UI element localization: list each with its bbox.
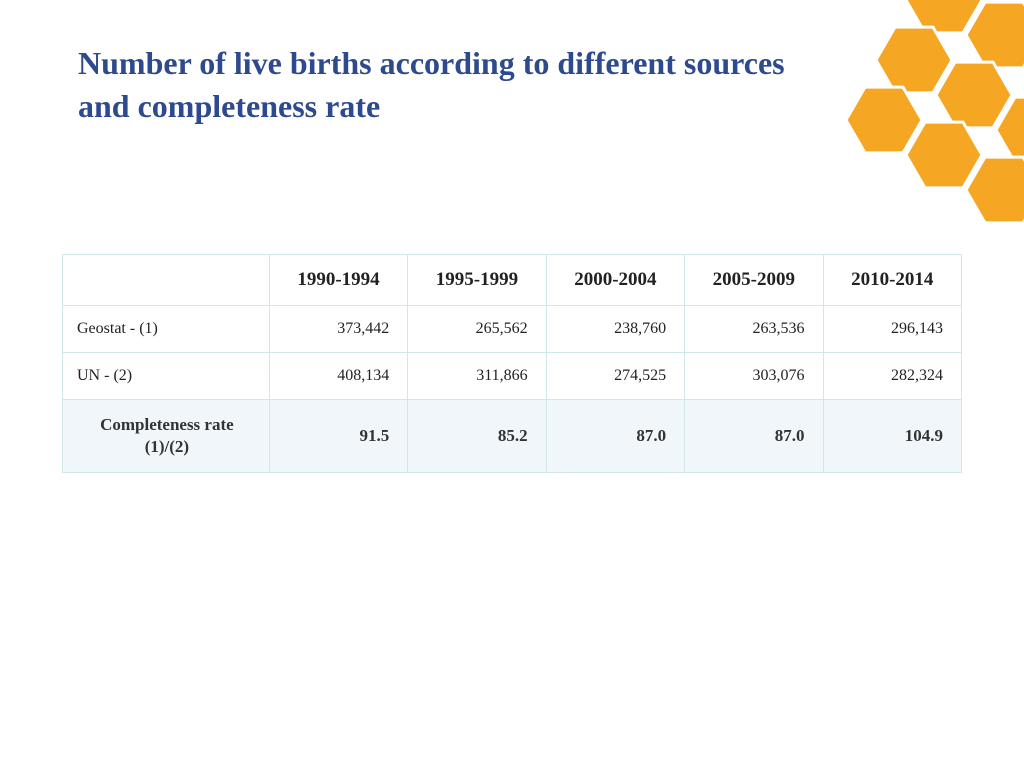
column-header: 1995-1999 xyxy=(408,255,546,306)
slide-title: Number of live births according to diffe… xyxy=(78,42,798,128)
row-label: UN - (2) xyxy=(63,353,270,400)
table-header-row: 1990-1994 1995-1999 2000-2004 2005-2009 … xyxy=(63,255,962,306)
data-cell: 282,324 xyxy=(823,353,961,400)
data-cell: 104.9 xyxy=(823,400,961,473)
data-cell: 311,866 xyxy=(408,353,546,400)
table-row: Geostat - (1)373,442265,562238,760263,53… xyxy=(63,306,962,353)
data-cell: 373,442 xyxy=(269,306,407,353)
data-cell: 91.5 xyxy=(269,400,407,473)
row-label: Completeness rate (1)/(2) xyxy=(63,400,270,473)
table-row: Completeness rate (1)/(2)91.585.287.087.… xyxy=(63,400,962,473)
row-label: Geostat - (1) xyxy=(63,306,270,353)
column-header: 2000-2004 xyxy=(546,255,684,306)
data-cell: 265,562 xyxy=(408,306,546,353)
data-cell: 87.0 xyxy=(546,400,684,473)
data-cell: 408,134 xyxy=(269,353,407,400)
table-corner-cell xyxy=(63,255,270,306)
column-header: 1990-1994 xyxy=(269,255,407,306)
data-cell: 303,076 xyxy=(685,353,823,400)
table-row: UN - (2)408,134311,866274,525303,076282,… xyxy=(63,353,962,400)
data-cell: 263,536 xyxy=(685,306,823,353)
data-cell: 87.0 xyxy=(685,400,823,473)
data-cell: 274,525 xyxy=(546,353,684,400)
data-cell: 296,143 xyxy=(823,306,961,353)
honeycomb-decoration xyxy=(794,0,1024,240)
column-header: 2010-2014 xyxy=(823,255,961,306)
data-cell: 85.2 xyxy=(408,400,546,473)
data-table-container: 1990-1994 1995-1999 2000-2004 2005-2009 … xyxy=(62,254,962,473)
column-header: 2005-2009 xyxy=(685,255,823,306)
data-table: 1990-1994 1995-1999 2000-2004 2005-2009 … xyxy=(62,254,962,473)
data-cell: 238,760 xyxy=(546,306,684,353)
